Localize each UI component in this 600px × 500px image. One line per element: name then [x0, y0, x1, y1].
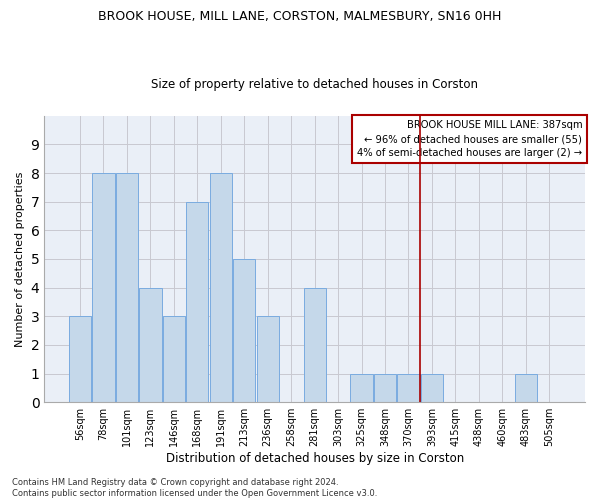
Bar	[374, 374, 396, 402]
Title: Size of property relative to detached houses in Corston: Size of property relative to detached ho…	[151, 78, 478, 91]
Bar	[233, 259, 256, 402]
Bar	[116, 173, 138, 402]
Text: BROOK HOUSE, MILL LANE, CORSTON, MALMESBURY, SN16 0HH: BROOK HOUSE, MILL LANE, CORSTON, MALMESB…	[98, 10, 502, 23]
Bar	[397, 374, 419, 402]
Bar	[304, 288, 326, 402]
Bar	[92, 173, 115, 402]
Bar	[69, 316, 91, 402]
Text: BROOK HOUSE MILL LANE: 387sqm
← 96% of detached houses are smaller (55)
4% of se: BROOK HOUSE MILL LANE: 387sqm ← 96% of d…	[357, 120, 582, 158]
Bar	[163, 316, 185, 402]
Text: Contains HM Land Registry data © Crown copyright and database right 2024.
Contai: Contains HM Land Registry data © Crown c…	[12, 478, 377, 498]
Bar	[515, 374, 537, 402]
Bar	[421, 374, 443, 402]
Bar	[209, 173, 232, 402]
X-axis label: Distribution of detached houses by size in Corston: Distribution of detached houses by size …	[166, 452, 464, 465]
Bar	[257, 316, 279, 402]
Bar	[186, 202, 208, 402]
Bar	[139, 288, 161, 402]
Bar	[350, 374, 373, 402]
Y-axis label: Number of detached properties: Number of detached properties	[15, 172, 25, 346]
